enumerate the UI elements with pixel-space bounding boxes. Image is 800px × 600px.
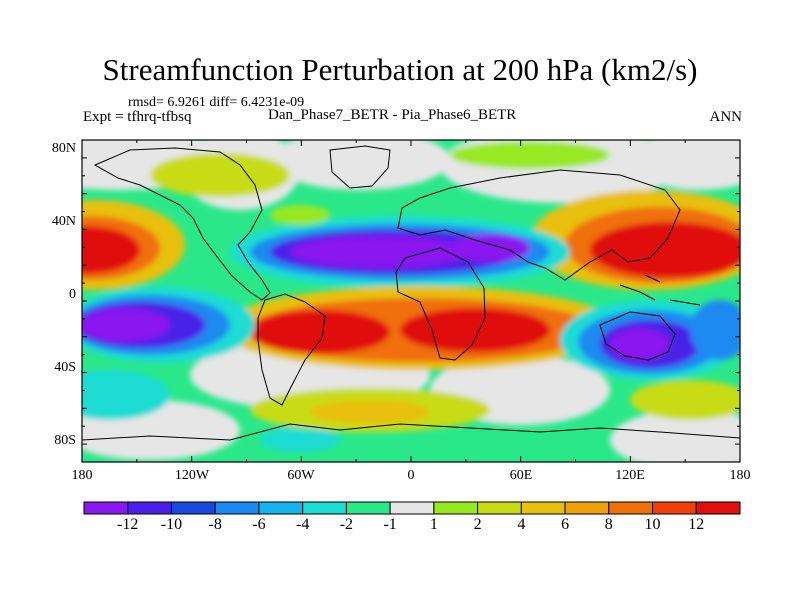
lon-label: 60E xyxy=(509,468,533,483)
africa-coast xyxy=(395,247,486,361)
colorbar-swatch xyxy=(345,501,391,515)
colorbar-swatch xyxy=(433,501,479,515)
lon-label: 180 xyxy=(71,468,93,483)
lat-label: 80S xyxy=(54,433,76,448)
colorbar-label: -12 xyxy=(117,516,139,533)
lon-label: 60W xyxy=(287,468,315,483)
colorbar-label: 1 xyxy=(429,516,438,533)
colorbar-label: -10 xyxy=(160,516,183,533)
greenland-coast xyxy=(329,145,391,189)
lon-label: 0 xyxy=(407,468,415,483)
colorbar-label: 6 xyxy=(561,516,570,533)
colorbar-swatch xyxy=(389,501,435,515)
lat-label: 0 xyxy=(69,287,76,302)
colorbar-label: 8 xyxy=(604,516,613,533)
colorbar-label: -4 xyxy=(295,516,310,533)
lon-label: 180 xyxy=(729,468,751,483)
colorbar-swatch xyxy=(520,501,566,515)
colorbar-swatch xyxy=(214,501,260,515)
australia-coast xyxy=(599,311,676,361)
north-america-coast xyxy=(93,147,271,301)
colorbar-label: -8 xyxy=(208,516,222,533)
europe-asia-coast xyxy=(397,169,681,281)
colorbar-swatch xyxy=(170,501,216,515)
south-america-coast xyxy=(257,293,326,406)
colorbar-label: -2 xyxy=(339,516,354,533)
experiment-label: Expt = tfhrq-tfbsq xyxy=(83,109,192,125)
season-label: ANN xyxy=(709,109,743,125)
colorbar-label: 4 xyxy=(517,516,526,533)
colorbar-swatch xyxy=(127,501,172,515)
colorbar-swatch xyxy=(258,501,304,515)
colorbar-label: -6 xyxy=(252,516,266,533)
antarctica-coast xyxy=(82,423,740,441)
colorbar-swatch xyxy=(477,501,522,515)
contour-field xyxy=(82,140,740,462)
colorbar-swatch xyxy=(302,501,347,515)
colorbar-swatch xyxy=(608,501,654,515)
colorbar-label: 10 xyxy=(644,516,661,533)
rmsd-diff-stats: rmsd= 6.9261 diff= 6.4231e-09 xyxy=(128,95,305,110)
colorbar-swatch xyxy=(652,501,697,515)
coastlines xyxy=(82,145,740,441)
lat-label: 40S xyxy=(54,360,76,375)
colorbar-swatch xyxy=(695,501,741,515)
lon-label: 120W xyxy=(174,468,210,483)
colorbar xyxy=(83,501,741,515)
colorbar-swatch xyxy=(564,501,610,515)
colorbar-label: 12 xyxy=(688,516,705,533)
colorbar-swatch xyxy=(83,501,129,515)
colorbar-label: 2 xyxy=(473,516,482,533)
lat-label: 80N xyxy=(51,141,76,156)
run-comparison-label: Dan_Phase7_BETR - Pia_Phase6_BETR xyxy=(268,107,517,123)
lat-label: 40N xyxy=(51,214,76,229)
plot-title: Streamfunction Perturbation at 200 hPa (… xyxy=(102,52,698,87)
southeast-asia-islands xyxy=(619,274,701,306)
colorbar-label: -1 xyxy=(383,516,397,533)
lon-label: 120E xyxy=(615,468,645,483)
